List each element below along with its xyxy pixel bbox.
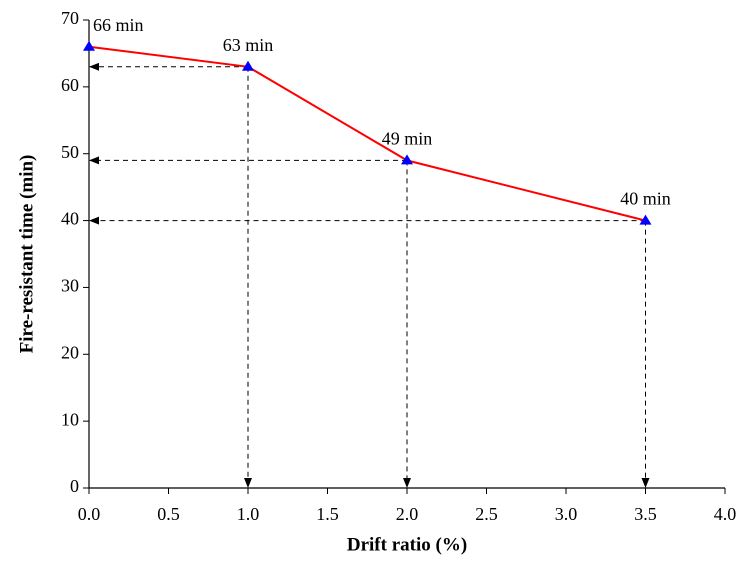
- data-label: 63 min: [223, 35, 274, 55]
- x-axis-title: Drift ratio (%): [347, 534, 467, 555]
- x-tick-label: 2.0: [396, 504, 419, 524]
- marker: [83, 40, 95, 51]
- data-label: 49 min: [382, 129, 433, 149]
- x-tick-label: 4.0: [714, 504, 737, 524]
- data-label: 66 min: [93, 15, 144, 35]
- x-tick-label: 0.5: [157, 504, 180, 524]
- y-tick-label: 40: [61, 209, 79, 229]
- x-tick-label: 0.0: [78, 504, 101, 524]
- marker: [242, 60, 254, 71]
- x-tick-label: 2.5: [475, 504, 498, 524]
- line: [88, 45, 646, 222]
- x-tick-label: 1.5: [316, 504, 339, 524]
- marker: [639, 214, 652, 225]
- data-label: 40 min: [620, 189, 671, 209]
- marker: [401, 154, 413, 165]
- y-tick-label: 60: [61, 75, 79, 95]
- y-axis-title: Fire-resistant time (min): [16, 155, 37, 354]
- y-tick-label: 10: [61, 409, 79, 429]
- y-tick-label: 70: [61, 8, 79, 28]
- x-tick-label: 3.5: [634, 504, 657, 524]
- y-tick-label: 30: [61, 276, 79, 296]
- x-tick-label: 3.0: [555, 504, 578, 524]
- y-tick-label: 0: [70, 476, 79, 496]
- y-tick-label: 20: [61, 342, 79, 362]
- x-tick-label: 1.0: [237, 504, 260, 524]
- y-tick-label: 50: [61, 142, 79, 162]
